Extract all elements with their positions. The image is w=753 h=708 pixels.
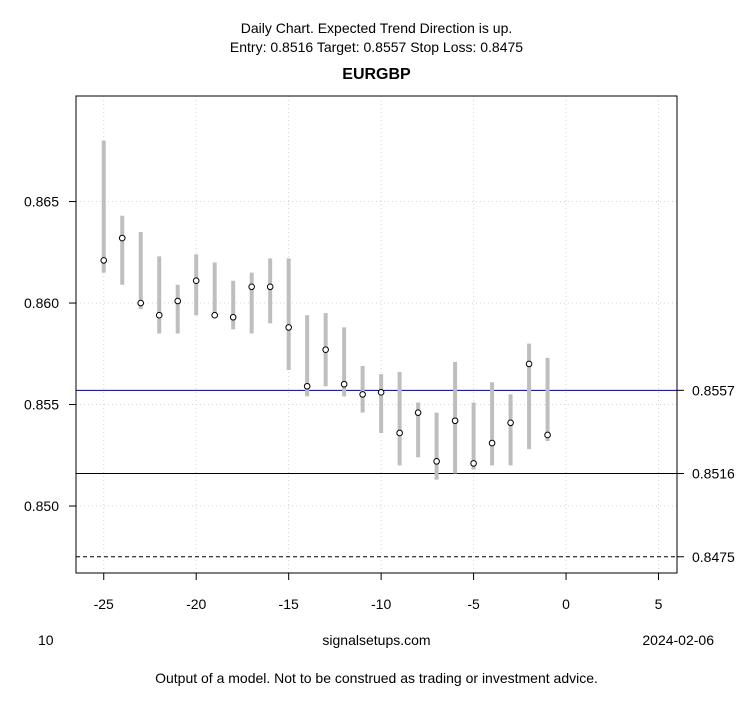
chart-subtitle-line2: Entry: 0.8516 Target: 0.8557 Stop Loss: … bbox=[229, 39, 524, 55]
close-point bbox=[155, 311, 163, 319]
footer-source: signalsetups.com bbox=[322, 632, 431, 648]
close-point bbox=[340, 380, 348, 388]
y-axis: 0.850 0.855 0.860 0.865 bbox=[24, 194, 76, 514]
close-point bbox=[377, 389, 385, 396]
close-point bbox=[433, 458, 440, 465]
chart-subtitle-line1: Daily Chart. Expected Trend Direction is… bbox=[240, 20, 513, 36]
close-point bbox=[303, 382, 311, 390]
x-tick-label: -20 bbox=[186, 596, 206, 612]
close-point bbox=[414, 409, 422, 416]
x-tick-label: -25 bbox=[94, 596, 114, 612]
close-point bbox=[248, 283, 255, 291]
close-point bbox=[174, 297, 182, 305]
target-label: 0.8557 bbox=[692, 382, 735, 398]
y-tick-label: 0.865 bbox=[24, 194, 59, 210]
footer-date: 2024-02-06 bbox=[642, 632, 714, 648]
x-tick-label: -10 bbox=[371, 596, 391, 612]
grid-lines bbox=[76, 96, 677, 573]
close-point bbox=[507, 419, 514, 427]
close-point bbox=[229, 313, 237, 321]
close-point bbox=[525, 360, 533, 368]
x-axis: -25 -20 -15 -10 -5 0 5 bbox=[94, 573, 663, 612]
x-tick-label: -5 bbox=[467, 596, 480, 612]
close-point bbox=[192, 277, 200, 285]
close-point bbox=[359, 391, 366, 398]
close-point bbox=[451, 417, 459, 425]
x-tick-label: 0 bbox=[562, 596, 570, 612]
close-point bbox=[544, 431, 551, 439]
level-labels: 0.8557 0.8516 0.8475 bbox=[677, 382, 735, 565]
close-point bbox=[266, 283, 274, 291]
y-tick-label: 0.860 bbox=[24, 295, 59, 311]
close-point bbox=[322, 346, 329, 354]
stop-loss-label: 0.8475 bbox=[692, 549, 735, 565]
level-lines bbox=[76, 389, 677, 558]
close-point bbox=[211, 311, 218, 319]
close-points bbox=[100, 234, 551, 467]
chart-title: EURGBP bbox=[342, 66, 411, 83]
close-point bbox=[285, 324, 292, 331]
footer-left: 10 bbox=[38, 632, 54, 648]
footer-disclaimer: Output of a model. Not to be construed a… bbox=[155, 670, 598, 686]
close-point bbox=[396, 429, 403, 437]
x-tick-label: 5 bbox=[655, 596, 663, 612]
y-tick-label: 0.850 bbox=[24, 498, 59, 514]
range-bars bbox=[101, 140, 550, 480]
plot-frame bbox=[75, 95, 678, 574]
close-point bbox=[137, 299, 145, 307]
entry-label: 0.8516 bbox=[692, 466, 735, 482]
x-tick-label: -15 bbox=[279, 596, 299, 612]
y-tick-label: 0.855 bbox=[24, 397, 59, 413]
close-point bbox=[118, 234, 126, 242]
close-point bbox=[470, 460, 477, 467]
close-point bbox=[100, 257, 108, 264]
close-point bbox=[488, 439, 496, 447]
